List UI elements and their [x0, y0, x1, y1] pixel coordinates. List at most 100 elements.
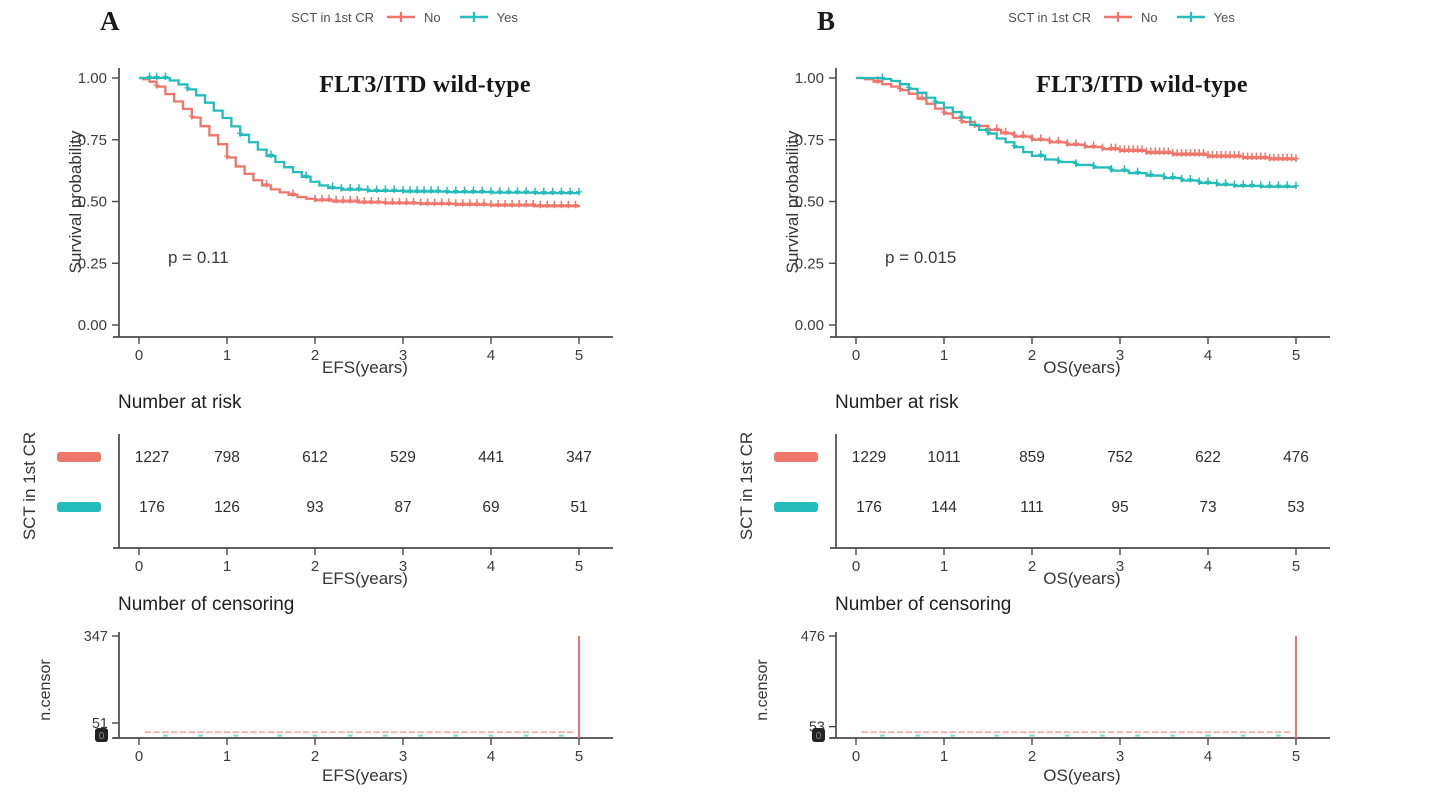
x-tick-label: 0: [852, 347, 860, 364]
censor-strip-mark-no: [241, 731, 248, 734]
risk-table-canvas: 1229 1011 859 752 622 476 176 144 111 95 73 53 0 1 2 3 4…: [774, 434, 1330, 575]
risk-count: 1227: [135, 449, 169, 466]
survival-plot-canvas: 1.00 0.75 0.50 0.25 0.00 0 1 2 3 4 5: [795, 68, 1330, 364]
risk-table: 1229 1011 859 752 622 476 176 144 111 95 73 53 0 1 2 3 4…: [717, 386, 1434, 590]
x-tick-label: 3: [1116, 748, 1124, 765]
censor-strip-mark-no: [215, 731, 222, 734]
x-tick-label: 5: [575, 558, 583, 575]
risk-count: 176: [139, 499, 165, 516]
legend-entry-yes: Yes: [458, 10, 518, 25]
censor-strip-mark-no: [1275, 731, 1282, 734]
censor-strip-mark-no: [1028, 731, 1036, 734]
km-curve-no: [139, 76, 581, 208]
censor-strip-mark-yes: [523, 734, 529, 737]
risk-row-key-no: [774, 452, 818, 462]
censor-strip-mark-yes: [312, 734, 318, 737]
censor-strip-mark-yes: [1100, 734, 1105, 737]
risk-count: 622: [1195, 449, 1221, 466]
censor-strip-mark-no: [179, 731, 187, 734]
censor-strip-mark-no: [967, 731, 974, 734]
censor-strip-mark-no: [567, 731, 574, 734]
survival-plot-canvas: 1.00 0.75 0.50 0.25 0.00 0 1 2 3 4 5: [78, 68, 613, 364]
x-tick-label: 5: [575, 748, 583, 765]
censor-strip-mark-no: [1116, 731, 1124, 734]
censor-strip-mark-no: [496, 731, 503, 734]
censor-strip-mark-no: [197, 731, 204, 734]
risk-count: 752: [1107, 449, 1133, 466]
censor-strip-mark-yes: [1170, 734, 1176, 737]
legend-label-yes: Yes: [496, 9, 518, 25]
censor-strip-mark-no: [888, 731, 895, 734]
y-axis-title: Survival probability: [783, 130, 802, 274]
x-tick-label: 1: [223, 748, 231, 765]
risk-count: 476: [1283, 449, 1309, 466]
censor-x-axis-title: OS(years): [1043, 766, 1121, 785]
x-tick-label: 2: [311, 347, 319, 364]
risk-count: 87: [394, 499, 411, 516]
risk-count: 144: [931, 499, 957, 516]
risk-table-title: Number at risk: [118, 392, 242, 413]
x-tick-label: 4: [1204, 347, 1212, 364]
x-tick-label: 3: [1116, 558, 1124, 575]
censor-strip-mark-no: [452, 731, 459, 734]
risk-count: 93: [306, 499, 323, 516]
panel-a: A SCT in 1st CR No Yes 1.00 0.75 0.50 0.25 0…: [20, 6, 613, 785]
risk-count: 529: [390, 449, 416, 466]
censor-strip-mark-no: [549, 731, 556, 734]
censor-strip-mark-no: [355, 731, 363, 734]
x-tick-label: 2: [1028, 558, 1036, 575]
legend: SCT in 1st CR No Yes: [46, 0, 763, 34]
censor-strip-mark-yes: [1205, 734, 1211, 737]
censor-strip-mark-no: [408, 731, 415, 734]
risk-count: 126: [214, 499, 240, 516]
risk-count: 73: [1199, 499, 1216, 516]
x-tick-label: 1: [223, 347, 231, 364]
censor-strip-mark-no: [294, 731, 301, 734]
censor-strip-mark-no: [1266, 731, 1273, 734]
censor-strip-mark-no: [896, 731, 904, 734]
censor-strip-mark-no: [320, 731, 327, 734]
risk-count: 51: [570, 499, 587, 516]
censor-strip-mark-yes: [418, 734, 423, 737]
censor-strip-mark-no: [1257, 731, 1264, 734]
censor-strip-mark-no: [1134, 731, 1141, 734]
risk-count: 1229: [852, 449, 886, 466]
plot-title: FLT3/ITD wild-type: [319, 72, 531, 98]
censor-strip-mark-no: [531, 731, 539, 734]
censor-strip-mark-no: [993, 731, 1000, 734]
x-tick-label: 3: [399, 347, 407, 364]
risk-count: 347: [566, 449, 592, 466]
censor-strip-mark-yes: [1029, 734, 1035, 737]
censor-strip-mark-no: [1055, 731, 1062, 734]
legend-label-no: No: [1141, 9, 1158, 25]
x-tick-label: 4: [1204, 558, 1212, 575]
censor-strip-mark-no: [144, 731, 151, 734]
censor-x-axis-title: EFS(years): [322, 766, 408, 785]
panel-label: A: [100, 6, 120, 36]
censor-strip-mark-no: [1240, 731, 1247, 734]
censor-strip-mark-no: [1204, 731, 1212, 734]
p-value: p = 0.11: [168, 248, 229, 267]
censor-strip-mark-no: [399, 731, 407, 734]
censor-strip-mark-yes: [383, 734, 388, 737]
risk-row-key-yes: [774, 502, 818, 512]
censor-strip-mark-no: [1169, 731, 1176, 734]
censor-strip-mark-no: [250, 731, 257, 734]
censor-strip-mark-no: [162, 731, 169, 734]
plot-title: FLT3/ITD wild-type: [1036, 72, 1248, 98]
x-tick-label: 5: [1292, 558, 1300, 575]
legend-label-yes: Yes: [1213, 9, 1235, 25]
legend: SCT in 1st CR No Yes: [763, 0, 1434, 34]
censor-strip-mark-no: [976, 731, 983, 734]
x-tick-label: 0: [135, 558, 143, 575]
censor-strip-mark-no: [311, 731, 319, 734]
censor-strip-mark-no: [188, 731, 195, 734]
risk-count: 69: [482, 499, 499, 516]
y-tick-label: 347: [84, 629, 108, 645]
x-tick-label: 2: [311, 558, 319, 575]
censor-strip-mark-yes: [1135, 734, 1140, 737]
x-tick-label: 2: [1028, 347, 1036, 364]
x-tick-label: 5: [1292, 347, 1300, 364]
censor-strip-mark-no: [1222, 731, 1229, 734]
